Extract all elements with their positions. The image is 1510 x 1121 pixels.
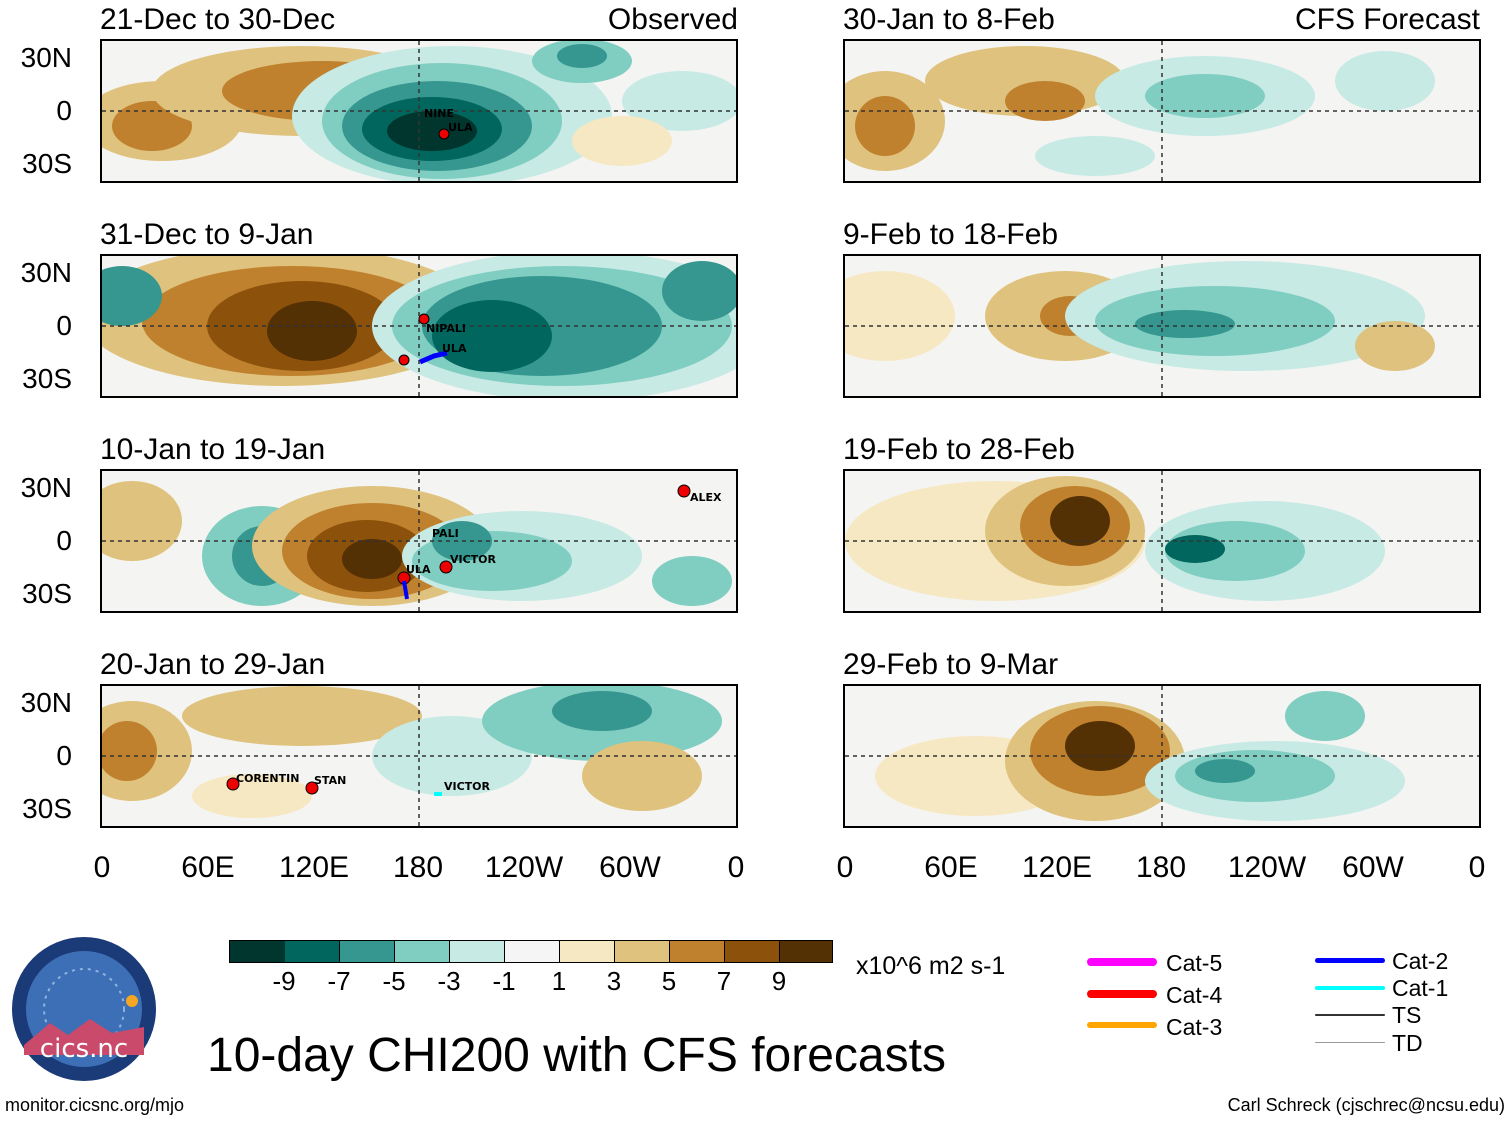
footer-url[interactable]: monitor.cicsnc.org/mjo [5,1095,185,1115]
lon-120e: 120E [1021,851,1093,884]
colorbar-label: 1 [551,966,567,996]
colorbar-cell [505,940,560,963]
map-panel-fc-2 [843,254,1481,398]
lon-60e: 60E [924,851,978,884]
panel-title-6: 9-Feb to 18-Feb [843,218,1059,251]
storm-label-nine: NINE [424,107,454,120]
colorbar-cell [395,940,450,963]
lat-30n: 30N [20,257,72,288]
cics-logo: cics.nc [10,935,158,1083]
panel-title-7: 19-Feb to 28-Feb [843,433,1075,466]
forecast-label: CFS Forecast [1294,3,1480,36]
lat-30s: 30S [22,578,72,609]
storm-label-ula: ULA [442,342,467,355]
storm-label-pali: PALI [432,527,459,540]
lon-0: 0 [836,851,854,884]
lon-60e: 60E [181,851,235,884]
legend-label-cat4: Cat-4 [1166,982,1223,1008]
storm-label-victor: VICTOR [444,780,491,793]
storm-label-ula: ULA [406,563,431,576]
legend-line-ts [1315,1014,1385,1016]
lat-30n: 30N [20,687,72,718]
colorbar-cell [780,940,833,963]
legend-line-cat2 [1315,958,1385,963]
map-panel-fc-1 [843,39,1481,183]
legend-line-td [1315,1042,1385,1043]
colorbar-cell [285,940,340,963]
colorbar-label: -1 [492,966,516,996]
main-title: 10-day CHI200 with CFS forecasts [207,1029,946,1082]
legend-label-cat3: Cat-3 [1166,1014,1223,1040]
colorbar-label: -9 [272,966,296,996]
legend-line-cat5 [1087,958,1157,966]
panel-title-2: 31-Dec to 9-Jan [100,218,314,251]
lon-60w: 60W [599,851,661,884]
colorbar-label: -3 [437,966,461,996]
lon-0: 0 [93,851,111,884]
lat-30n: 30N [20,472,72,503]
lat-30s: 30S [22,793,72,824]
colorbar-label: 9 [771,966,787,996]
lon-0: 0 [1468,851,1486,884]
panel-title-5: 30-Jan to 8-Feb [843,3,1055,36]
storm-label-victor: VICTOR [450,553,497,566]
lon-120w: 120W [1227,851,1307,884]
lon-120e: 120E [278,851,350,884]
colorbar-label: -5 [382,966,406,996]
map-panel-fc-4 [843,684,1481,828]
colorbar-cell [615,940,670,963]
lat-30n: 30N [20,42,72,73]
lon-180: 180 [1135,851,1187,884]
lon-60w: 60W [1342,851,1404,884]
lon-0: 0 [727,851,745,884]
panel-title-4: 20-Jan to 29-Jan [100,648,326,681]
logo-text: cics.nc [40,1034,128,1064]
footer-credit: Carl Schreck (cjschrec@ncsu.edu) [1227,1095,1505,1115]
colorbar-cell [670,940,725,963]
legend-label-td: TD [1392,1030,1423,1056]
colorbar-units: x10^6 m2 s-1 [856,952,1006,980]
storm-label-ula: ULA [448,121,473,134]
map-panel-obs-1: NINE ULA [100,39,738,183]
observed-label: Observed [607,3,738,36]
storm-label-stan: STAN [314,774,346,787]
colorbar-cell [450,940,505,963]
lon-180: 180 [392,851,444,884]
lat-eq: 0 [56,525,72,556]
legend-label-cat5: Cat-5 [1166,950,1223,976]
legend-line-cat1 [1315,986,1385,990]
map-panel-obs-4: CORENTIN STAN VICTOR [100,684,738,828]
legend-line-cat4 [1087,990,1157,998]
lat-30s: 30S [22,363,72,394]
panel-title-3: 10-Jan to 19-Jan [100,433,326,466]
map-panel-obs-3: ALEX PALI VICTOR ULA [100,469,738,613]
storm-label-nipali: NIPALI [426,322,466,335]
lat-eq: 0 [56,310,72,341]
legend-label-ts: TS [1392,1002,1422,1028]
colorbar-label: 7 [716,966,732,996]
storm-label-alex: ALEX [690,491,722,504]
lat-eq: 0 [56,740,72,771]
lat-eq: 0 [56,95,72,126]
lon-120w: 120W [484,851,564,884]
colorbar-cell [560,940,615,963]
colorbar-cell [725,940,780,963]
lat-30s: 30S [22,148,72,179]
map-panel-fc-3 [843,469,1481,613]
storm-label-corentin: CORENTIN [236,772,299,785]
map-panel-obs-2: NIPALI ULA [100,254,738,398]
colorbar-label: -7 [327,966,351,996]
colorbar-label: 3 [606,966,622,996]
panel-title-8: 29-Feb to 9-Mar [843,648,1059,681]
colorbar-cell [340,940,395,963]
legend-line-cat3 [1087,1022,1157,1028]
panel-title-1: 21-Dec to 30-Dec [100,3,336,36]
colorbar-cell [229,940,286,963]
colorbar-label: 5 [661,966,677,996]
legend-label-cat1: Cat-1 [1392,975,1449,1001]
legend-label-cat2: Cat-2 [1392,948,1449,974]
